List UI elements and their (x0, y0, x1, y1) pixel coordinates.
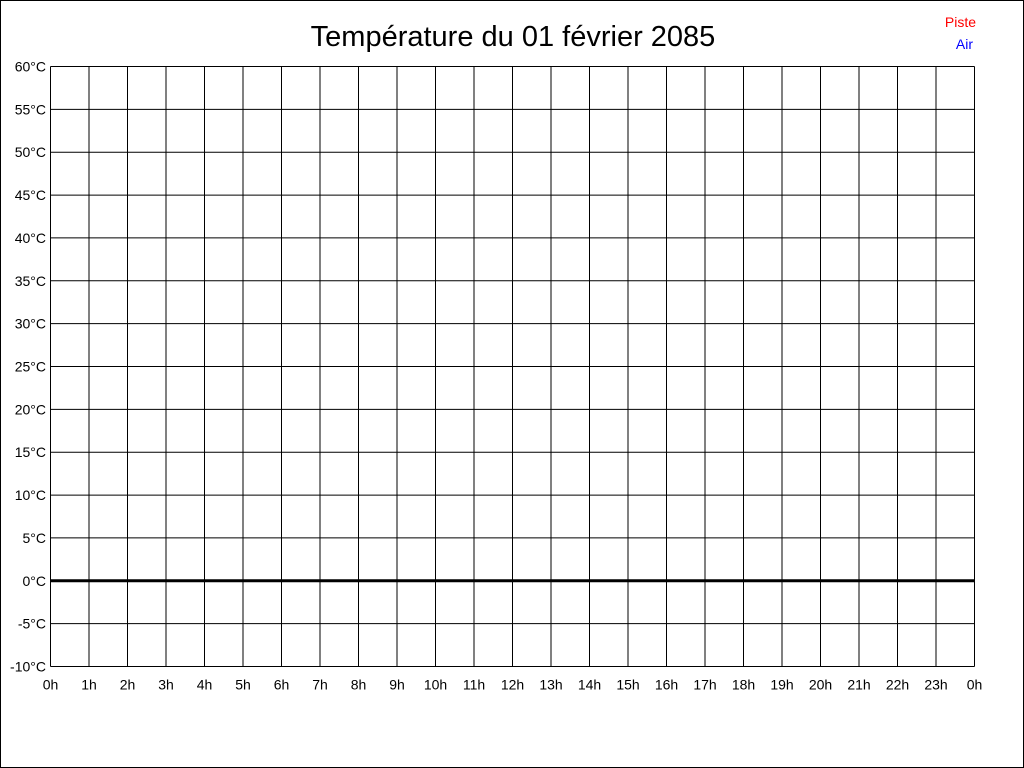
y-axis-ticks: 60°C 55°C 50°C 45°C 40°C 35°C 30°C 25°C 20°C 15°C… (10, 59, 46, 675)
legend-air: Air (956, 36, 973, 52)
y-tick-label: 20°C (15, 401, 46, 417)
x-tick-label: 23h (924, 677, 947, 693)
x-tick-label: 0h (43, 677, 59, 693)
x-tick-label: 13h (539, 677, 562, 693)
y-tick-label: 60°C (15, 59, 46, 75)
x-tick-label: 3h (158, 677, 174, 693)
x-tick-label: 12h (501, 677, 524, 693)
x-tick-label: 8h (351, 677, 367, 693)
x-tick-label: 19h (770, 677, 793, 693)
x-tick-label: 7h (312, 677, 328, 693)
y-tick-label: 40°C (15, 230, 46, 246)
y-tick-label: -10°C (10, 659, 46, 675)
y-tick-label: 15°C (15, 444, 46, 460)
y-tick-label: 5°C (23, 530, 47, 546)
x-axis-ticks: 0h 1h 2h 3h 4h 5h 6h 7h 8h 9h 10h 11h 12h 13h 14h 15h 16… (43, 677, 983, 693)
x-tick-label: 5h (235, 677, 251, 693)
y-tick-label: 50°C (15, 144, 46, 160)
x-tick-label: 18h (732, 677, 755, 693)
x-tick-label: 17h (693, 677, 716, 693)
y-tick-label: 45°C (15, 187, 46, 203)
legend-piste: Piste (945, 14, 976, 30)
chart-title: Température du 01 février 2085 (311, 21, 716, 53)
y-tick-label: 55°C (15, 101, 46, 117)
x-tick-label: 0h (967, 677, 983, 693)
x-tick-label: 2h (120, 677, 136, 693)
x-tick-label: 1h (81, 677, 97, 693)
y-tick-label: -5°C (18, 616, 46, 632)
x-tick-label: 15h (616, 677, 639, 693)
x-tick-label: 14h (578, 677, 601, 693)
x-tick-label: 11h (463, 677, 485, 693)
x-tick-label: 6h (274, 677, 290, 693)
x-tick-label: 22h (886, 677, 909, 693)
x-tick-label: 4h (197, 677, 213, 693)
x-tick-label: 10h (424, 677, 447, 693)
x-tick-label: 16h (655, 677, 678, 693)
y-tick-label: 30°C (15, 316, 46, 332)
y-tick-label: 10°C (15, 487, 46, 503)
x-tick-label: 21h (847, 677, 870, 693)
grid (50, 66, 975, 667)
y-tick-label: 25°C (15, 359, 46, 375)
x-tick-label: 9h (389, 677, 405, 693)
y-tick-label: 35°C (15, 273, 46, 289)
y-tick-label: 0°C (23, 573, 47, 589)
x-tick-label: 20h (809, 677, 832, 693)
